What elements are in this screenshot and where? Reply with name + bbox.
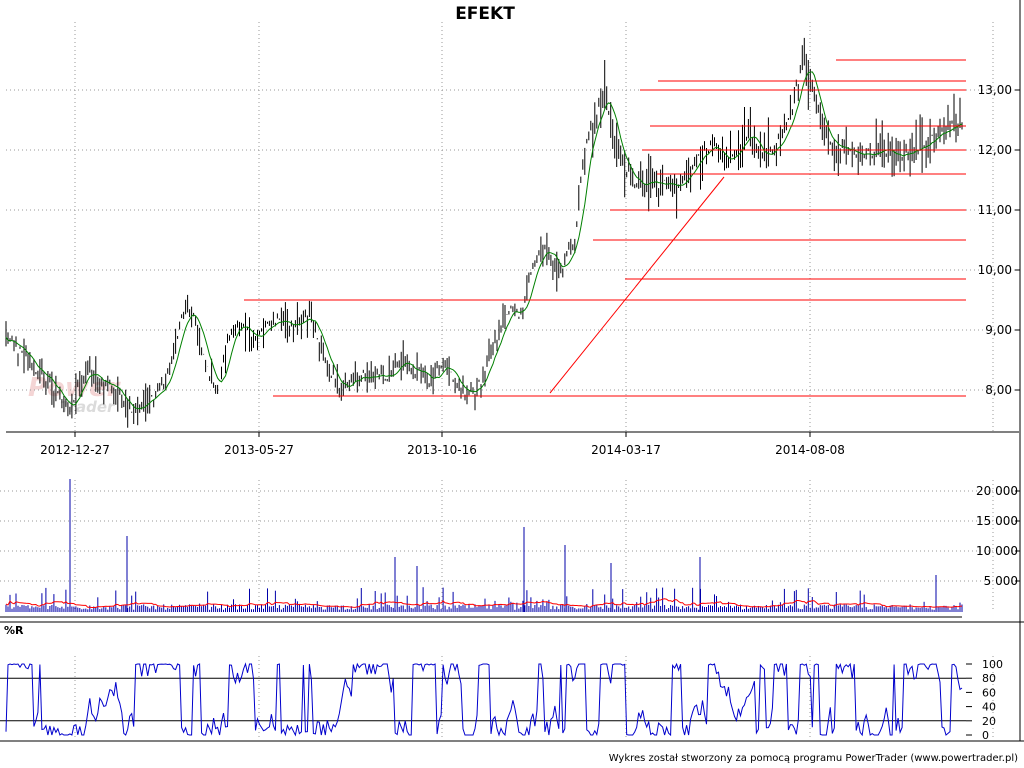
- williams-ytick-label: 80: [982, 672, 996, 685]
- price-ytick-label: 12,00: [978, 143, 1012, 157]
- williams-ytick-label: 60: [982, 686, 996, 699]
- price-x-axis: 2012-12-27 2013-05-27 2013-10-16 2014-03-17…: [40, 432, 845, 457]
- price-ytick-label: 11,00: [978, 203, 1012, 217]
- volume-ytick-label: 20 000: [976, 484, 1018, 498]
- williams-ytick-label: 40: [982, 701, 996, 714]
- volume-moving-average: [5, 598, 963, 608]
- chart-title: EFEKT: [455, 4, 515, 24]
- williams-r-line: [5, 662, 963, 737]
- price-ytick-label: 10,00: [978, 263, 1012, 277]
- price-xtick-label: 2014-03-17: [591, 443, 661, 457]
- williams-reference-lines: [0, 677, 966, 722]
- williams-ytick-label: 100: [982, 658, 1003, 671]
- williams-ytick-label: 0: [982, 729, 989, 742]
- price-moving-average: [5, 71, 963, 410]
- price-ytick-label: 13,00: [978, 83, 1012, 97]
- volume-ytick-label: 15 000: [976, 514, 1018, 528]
- volume-ytick-label: 10 000: [976, 544, 1018, 558]
- panel-frames: [0, 0, 1024, 742]
- price-xtick-label: 2012-12-27: [40, 443, 110, 457]
- support-resistance-levels: [244, 59, 966, 397]
- volume-ytick-label: 5 000: [984, 574, 1018, 588]
- price-ytick-label: 9,00: [985, 323, 1012, 337]
- price-xtick-label: 2013-10-16: [407, 443, 477, 457]
- williams-ytick-label: 20: [982, 715, 996, 728]
- volume-y-axis: 5 000 10 000 15 000 20 000: [976, 484, 1020, 588]
- price-xtick-label: 2013-05-27: [224, 443, 294, 457]
- price-ytick-label: 8,00: [985, 383, 1012, 397]
- footer-credit: Wykres został stworzony za pomocą progra…: [609, 753, 1018, 764]
- price-bars: [5, 37, 963, 428]
- price-y-axis: 8,00 9,00 10,00 11,00 12,00 13,00: [978, 83, 1020, 397]
- trendline: [549, 176, 725, 394]
- watermark-line2: Trader: [60, 398, 116, 416]
- williams-title: %R: [4, 624, 24, 637]
- price-xtick-label: 2014-08-08: [775, 443, 845, 457]
